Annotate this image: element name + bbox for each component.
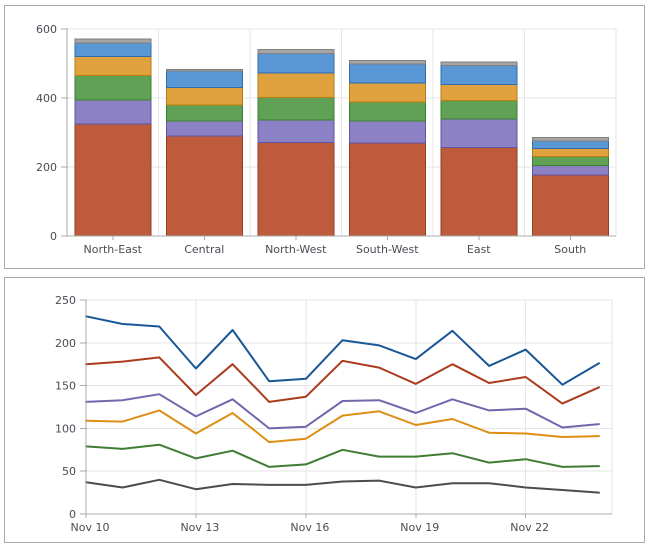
category-label: North-East: [84, 243, 143, 256]
bar-segment-Central-brown: [165, 135, 243, 237]
bar-segment-Central-orange: [165, 87, 243, 106]
bar-segment-North-East-purple: [74, 99, 152, 125]
y-axis-label: 50: [62, 465, 76, 478]
bar-segment-Central-gray: [165, 68, 243, 72]
bar-segment-South-West-brown: [348, 142, 426, 237]
bar-segment-Central-green: [165, 104, 243, 122]
bar-segment-South-orange: [531, 147, 609, 158]
bar-segment-South-purple: [531, 165, 609, 176]
y-axis-label: 0: [69, 508, 76, 521]
bar-segment-North-West-green: [257, 97, 335, 121]
bar-segment-North-West-orange: [257, 72, 335, 99]
category-label: North-West: [265, 243, 327, 256]
x-axis-label: Nov 16: [290, 521, 329, 534]
bar-segment-East-brown: [440, 147, 518, 237]
bar-segment-South-West-gray: [348, 59, 426, 65]
y-axis-label: 250: [55, 294, 76, 307]
line-series-purple: [85, 393, 600, 430]
category-label: East: [467, 243, 491, 256]
bar-segment-North-West-purple: [257, 119, 335, 144]
bar-segment-East-green: [440, 99, 518, 120]
x-axis-label: Nov 19: [400, 521, 439, 534]
bar-segment-East-gray: [440, 61, 518, 67]
y-axis-label: 200: [55, 337, 76, 350]
bar-segment-North-East-gray: [74, 38, 152, 44]
bar-segment-South-green: [531, 156, 609, 167]
y-axis-label: 150: [55, 380, 76, 393]
bar-segment-South-West-blue: [348, 63, 426, 84]
bar-segment-North-East-brown: [74, 123, 152, 237]
y-axis-label: 100: [55, 422, 76, 435]
y-axis-label: 200: [36, 161, 57, 174]
bar-segment-North-East-green: [74, 75, 152, 101]
line-chart-panel: 0 50 100 150 200 250 Nov 10 Nov 13 Nov 16 Nov 19 N…: [4, 277, 645, 543]
bar-segment-Central-purple: [165, 120, 243, 137]
bar-segment-North-East-orange: [74, 55, 152, 77]
x-axis-label: Nov 22: [510, 521, 549, 534]
stacked-bar-chart-panel: 0 200 400 600 North-East Central North-West Sou…: [4, 5, 645, 269]
bar-segment-South-West-green: [348, 101, 426, 122]
bar-segment-East-blue: [440, 65, 518, 86]
bar-segment-North-West-blue: [257, 52, 335, 74]
line-series-orange: [85, 409, 600, 444]
y-axis-label: 600: [36, 23, 57, 36]
y-axis-label: 400: [36, 92, 57, 105]
line-series-gray: [85, 478, 600, 494]
category-label: Central: [184, 243, 224, 256]
stacked-bar-chart: 0 200 400 600 North-East Central North-West Sou…: [36, 23, 617, 256]
line-series-green: [85, 443, 600, 468]
category-label: South-West: [356, 243, 419, 256]
bar-segment-North-East-blue: [74, 42, 152, 57]
line-series-blue: [85, 315, 600, 386]
bar-segment-South-West-purple: [348, 120, 426, 144]
category-label: South: [554, 243, 586, 256]
bar-segment-South-West-orange: [348, 82, 426, 103]
bar-segment-North-West-gray: [257, 48, 335, 54]
bar-segment-East-purple: [440, 118, 518, 149]
bar-segment-East-orange: [440, 84, 518, 101]
bar-segment-South-blue: [531, 140, 609, 149]
x-axis-label: Nov 10: [71, 521, 110, 534]
line-chart: 0 50 100 150 200 250 Nov 10 Nov 13 Nov 16 Nov 19 N…: [55, 294, 613, 534]
y-axis-label: 0: [50, 230, 57, 243]
bar-segment-South-gray: [531, 136, 609, 142]
bar-segment-North-West-brown: [257, 142, 335, 237]
bar-segment-Central-blue: [165, 70, 243, 89]
bar-segment-South-brown: [531, 174, 609, 237]
line-series-red: [85, 356, 600, 405]
x-axis-label: Nov 13: [180, 521, 219, 534]
